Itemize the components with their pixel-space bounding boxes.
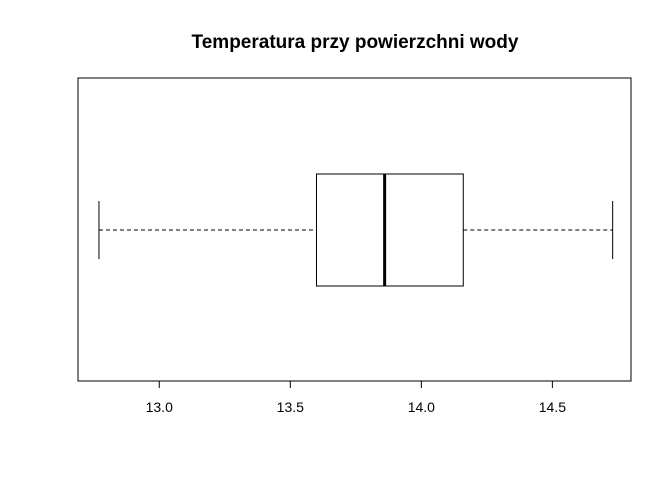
x-tick-label: 13.0 — [146, 399, 173, 415]
box-plot — [98, 173, 614, 287]
x-tick-label: 13.5 — [277, 399, 304, 415]
x-axis: 13.0 13.5 14.0 14.5 — [146, 380, 566, 415]
x-tick-label: 14.5 — [539, 399, 566, 415]
chart-title: Temperatura przy powierzchni wody — [192, 32, 519, 53]
x-tick-label: 14.0 — [408, 399, 435, 415]
interquartile-box — [315, 173, 464, 287]
